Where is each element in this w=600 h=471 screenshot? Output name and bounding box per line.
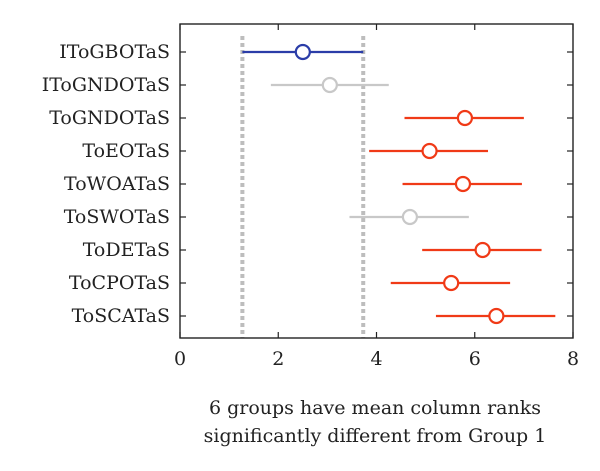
mean-marker-ToWOATaS (454, 175, 472, 193)
x-tick-label-4: 4 (370, 348, 382, 370)
y-tick-label-ToDETaS: ToDETaS (83, 239, 170, 261)
y-tick-label-ToGNDOTaS: ToGNDOTaS (49, 107, 170, 129)
x-axis-label-line-2: significantly different from Group 1 (204, 425, 547, 447)
mean-marker-ToCPOTaS (443, 274, 460, 292)
y-tick-label-ToCPOTaS: ToCPOTaS (69, 272, 170, 294)
y-tick-label-ToSWOTaS: ToSWOTaS (64, 206, 170, 228)
y-tick-label-IToGBOTaS: IToGBOTaS (59, 41, 170, 63)
plot-area: 0 2 4 6 8 IToGBOTaS IToGNDOTaS ToGNDOTaS ToEOTaS… (42, 23, 579, 370)
plot-frame (179, 23, 574, 339)
x-tick-label-8: 8 (567, 348, 579, 370)
y-tick-label-ToSCATaS: ToSCATaS (72, 305, 170, 327)
mean-marker-ToSWOTaS (401, 208, 419, 226)
x-tick-label-6: 6 (469, 348, 481, 370)
mean-marker-ToEOTaS (421, 142, 438, 160)
x-tick-label-2: 2 (272, 348, 284, 370)
mean-marker-IToGBOTaS (294, 43, 311, 61)
y-tick-label-ToWOATaS: ToWOATaS (64, 173, 170, 195)
x-axis-label-line-1: 6 groups have mean column ranks (209, 397, 541, 419)
mean-marker-ToSCATaS (488, 307, 505, 325)
mean-marker-ToDETaS (474, 241, 491, 259)
y-tick-label-IToGNDOTaS: IToGNDOTaS (42, 74, 170, 96)
y-tick-label-ToEOTaS: ToEOTaS (82, 140, 170, 162)
x-tick-label-0: 0 (174, 348, 186, 370)
mean-marker-IToGNDOTaS (321, 76, 338, 94)
mean-marker-ToGNDOTaS (456, 109, 474, 127)
